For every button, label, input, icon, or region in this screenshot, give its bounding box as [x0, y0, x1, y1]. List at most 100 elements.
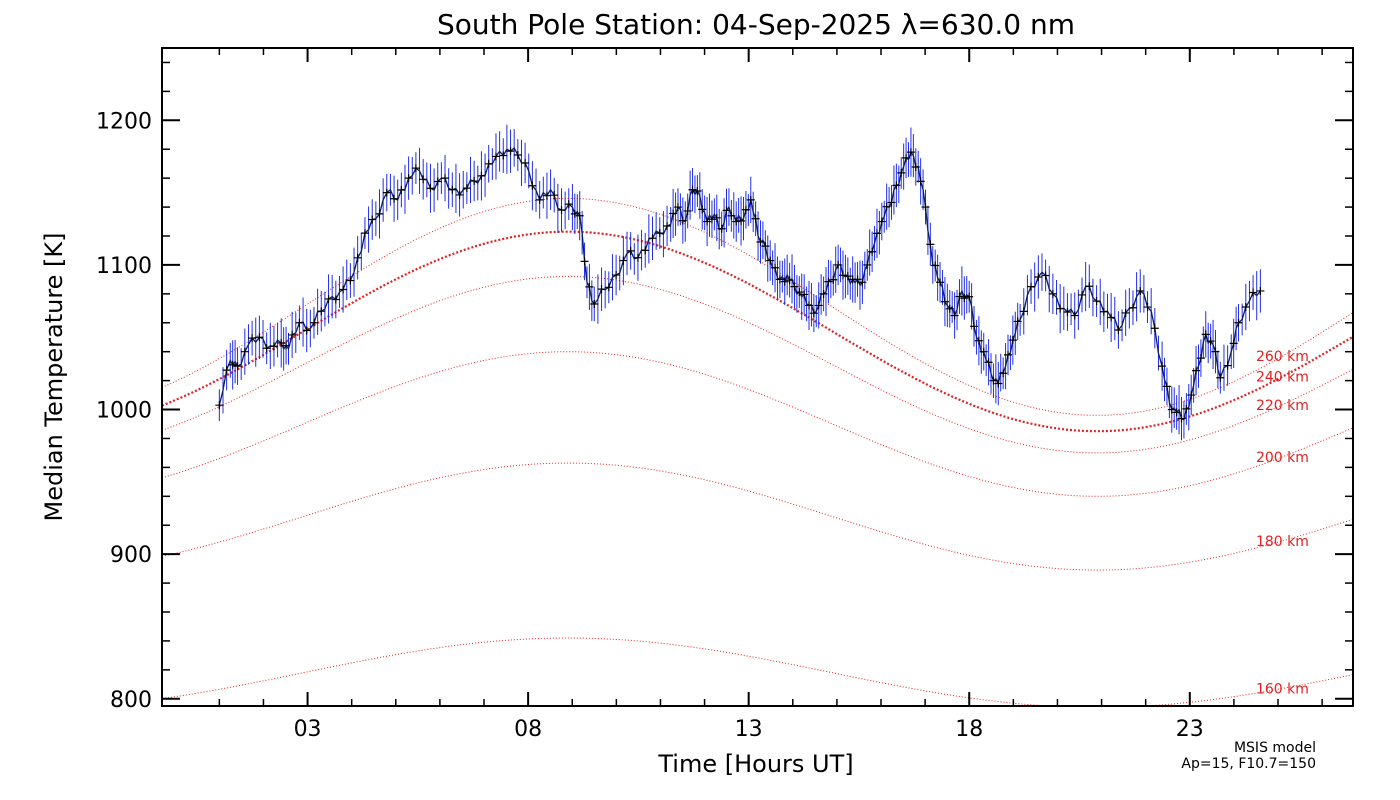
data-point: [222, 366, 231, 375]
data-point: [448, 185, 457, 194]
data-point: [506, 147, 515, 156]
data-point: [470, 177, 479, 186]
data-point: [411, 164, 420, 173]
data-point: [368, 215, 377, 224]
data-point: [564, 200, 573, 209]
model-curve-240-km: [162, 230, 1353, 433]
model-label-260-km: 260 km: [1256, 349, 1309, 365]
data-point: [1167, 405, 1176, 414]
model-label-220-km: 220 km: [1256, 398, 1309, 414]
data-point: [1234, 318, 1243, 327]
data-point: [902, 153, 911, 162]
data-point: [597, 285, 606, 294]
data-point: [780, 277, 789, 286]
data-point: [989, 376, 998, 385]
data-point: [897, 168, 906, 177]
data-point: [926, 240, 935, 249]
data-point: [1196, 354, 1205, 363]
model-curves: 160 km 180 km 200 km 220 km 240 km 260 km: [162, 197, 1353, 706]
data-point: [604, 283, 613, 292]
data-point: [397, 186, 406, 195]
data-point: [984, 358, 993, 367]
y-axis-label: Median Temperature [K]: [40, 232, 68, 521]
data-point: [1136, 286, 1145, 295]
data-point: [882, 202, 891, 211]
y-tick-label: 1000: [96, 399, 152, 424]
data-point: [655, 229, 664, 238]
x-tick-label: 08: [514, 717, 542, 742]
data-point: [295, 318, 304, 327]
data-point: [240, 347, 249, 356]
data-point: [1162, 382, 1171, 391]
data-point: [484, 159, 493, 168]
data-point: [1241, 303, 1250, 312]
data-point: [1008, 336, 1017, 345]
data-point: [800, 290, 809, 299]
data-point: [746, 195, 755, 204]
data-point: [255, 333, 264, 342]
data-point: [228, 360, 237, 369]
data-point: [1216, 373, 1225, 382]
model-label-240-km: 240 km: [1256, 370, 1309, 386]
data-point: [931, 261, 940, 270]
x-tick-label: 23: [1176, 717, 1204, 742]
data-point: [819, 289, 828, 298]
data-point: [751, 214, 760, 223]
data-point: [960, 294, 969, 303]
data-point: [853, 275, 862, 284]
data-point: [843, 272, 852, 281]
data-point: [1027, 282, 1036, 291]
data-point: [766, 256, 775, 265]
data-point: [346, 276, 355, 285]
data-point: [698, 205, 707, 214]
data-point: [1187, 391, 1196, 400]
data-point: [970, 322, 979, 331]
plot-frame: [161, 47, 1354, 707]
model-curve-160-km: [162, 637, 1353, 706]
data-point: [269, 342, 278, 351]
data-point: [557, 205, 566, 214]
data-point: [974, 336, 983, 345]
data-point: [1223, 361, 1232, 370]
data-point: [1172, 408, 1181, 417]
data-point: [771, 263, 780, 272]
data-point: [1070, 311, 1079, 320]
data-point: [921, 203, 930, 212]
data-point: [248, 334, 257, 343]
y-tick-label: 800: [110, 688, 152, 713]
data-point: [462, 184, 471, 193]
model-curve-260-km: [162, 197, 1353, 416]
data-point: [570, 209, 579, 218]
data-point: [838, 271, 847, 280]
data-point: [892, 181, 901, 190]
data-point: [1048, 289, 1057, 298]
data-point: [858, 278, 867, 287]
data-point: [382, 188, 391, 197]
data-point: [911, 162, 920, 171]
data-point: [965, 292, 974, 301]
data-point: [669, 209, 678, 218]
data-point: [678, 216, 687, 225]
data-point: [1056, 304, 1065, 313]
data-point: [1206, 337, 1215, 346]
data-point: [1211, 347, 1220, 356]
x-axis-label: Time [Hours UT]: [657, 750, 853, 778]
model-curve-220-km: [162, 276, 1353, 454]
model-params-note: Ap=15, F10.7=150: [1181, 756, 1316, 772]
data-point: [834, 260, 843, 269]
data-markers: [215, 147, 1265, 423]
data-point: [1013, 317, 1022, 326]
data-point: [775, 275, 784, 284]
data-point: [1256, 286, 1265, 295]
data-point: [950, 311, 959, 320]
data-point: [1121, 308, 1130, 317]
data-point: [1201, 330, 1210, 339]
data-point: [277, 339, 286, 348]
data-point: [262, 344, 271, 353]
data-point: [999, 369, 1008, 378]
data-point: [317, 307, 326, 316]
data-point: [756, 237, 765, 246]
x-tick-label: 13: [735, 717, 763, 742]
data-point: [375, 209, 384, 218]
